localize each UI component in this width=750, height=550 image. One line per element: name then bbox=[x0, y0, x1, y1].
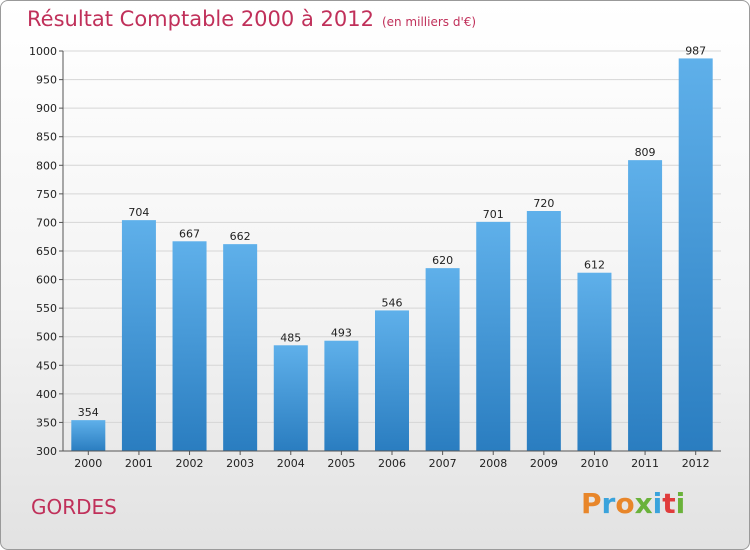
data-label-2011: 809 bbox=[635, 146, 656, 159]
bar-2004 bbox=[273, 345, 308, 451]
data-label-2004: 485 bbox=[280, 331, 301, 344]
x-tick-label-2004: 2004 bbox=[277, 457, 305, 470]
data-label-2001: 704 bbox=[128, 206, 149, 219]
x-tick-label-2006: 2006 bbox=[378, 457, 406, 470]
bar-2012 bbox=[678, 58, 713, 452]
y-tick-label: 650 bbox=[36, 245, 57, 258]
y-tick-label: 350 bbox=[36, 416, 57, 429]
bar-2008 bbox=[476, 221, 511, 451]
chart-title: Résultat Comptable 2000 à 2012 (en millie… bbox=[27, 7, 476, 31]
data-label-2002: 667 bbox=[179, 227, 200, 240]
bar-2005 bbox=[324, 340, 359, 451]
x-tick-label-2008: 2008 bbox=[479, 457, 507, 470]
bar-2000 bbox=[71, 420, 106, 451]
y-tick-label: 450 bbox=[36, 359, 57, 372]
bar-2001 bbox=[121, 220, 156, 451]
data-label-2006: 546 bbox=[382, 296, 403, 309]
proxiti-logo: Proxiti bbox=[581, 487, 685, 520]
x-tick-label-2000: 2000 bbox=[74, 457, 102, 470]
data-label-2007: 620 bbox=[432, 254, 453, 267]
y-tick-label: 400 bbox=[36, 388, 57, 401]
bar-2010 bbox=[577, 272, 612, 451]
y-tick-label: 950 bbox=[36, 74, 57, 87]
logo-letter: o bbox=[615, 487, 635, 520]
data-label-2000: 354 bbox=[78, 406, 99, 419]
y-tick-label: 900 bbox=[36, 102, 57, 115]
bar-2003 bbox=[223, 244, 258, 451]
x-tick-label-2010: 2010 bbox=[580, 457, 608, 470]
data-label-2012: 987 bbox=[685, 44, 706, 57]
data-label-2005: 493 bbox=[331, 327, 352, 340]
logo-letter: i bbox=[675, 487, 686, 520]
bar-2002 bbox=[172, 241, 207, 451]
x-tick-label-2007: 2007 bbox=[429, 457, 457, 470]
title-unit: (en milliers d'€) bbox=[381, 15, 477, 29]
x-tick-label-2011: 2011 bbox=[631, 457, 659, 470]
y-tick-label: 500 bbox=[36, 331, 57, 344]
y-tick-label: 700 bbox=[36, 216, 57, 229]
logo-letter: t bbox=[662, 487, 676, 520]
y-tick-label: 850 bbox=[36, 131, 57, 144]
data-label-2008: 701 bbox=[483, 208, 504, 221]
y-tick-label: 750 bbox=[36, 188, 57, 201]
data-label-2010: 612 bbox=[584, 259, 605, 272]
y-tick-label: 800 bbox=[36, 159, 57, 172]
logo-letter: r bbox=[601, 487, 616, 520]
bar-2009 bbox=[526, 211, 561, 451]
y-tick-label: 550 bbox=[36, 302, 57, 315]
logo-letter: x bbox=[634, 487, 653, 520]
bar-2011 bbox=[628, 160, 663, 451]
x-tick-label-2003: 2003 bbox=[226, 457, 254, 470]
bar-2007 bbox=[425, 268, 460, 451]
x-tick-label-2009: 2009 bbox=[530, 457, 558, 470]
y-tick-label: 300 bbox=[36, 445, 57, 458]
data-label-2003: 662 bbox=[230, 230, 251, 243]
x-tick-label-2005: 2005 bbox=[327, 457, 355, 470]
y-tick-label: 600 bbox=[36, 274, 57, 287]
y-tick-label: 1000 bbox=[29, 45, 57, 58]
logo-letter: i bbox=[652, 487, 663, 520]
title-text: Résultat Comptable 2000 à 2012 bbox=[27, 7, 374, 31]
place-name: GORDES bbox=[31, 495, 117, 519]
x-tick-label-2012: 2012 bbox=[682, 457, 710, 470]
data-label-2009: 720 bbox=[533, 197, 554, 210]
logo-letter: P bbox=[581, 487, 602, 520]
x-tick-label-2001: 2001 bbox=[125, 457, 153, 470]
x-tick-label-2002: 2002 bbox=[176, 457, 204, 470]
bar-2006 bbox=[375, 310, 409, 451]
